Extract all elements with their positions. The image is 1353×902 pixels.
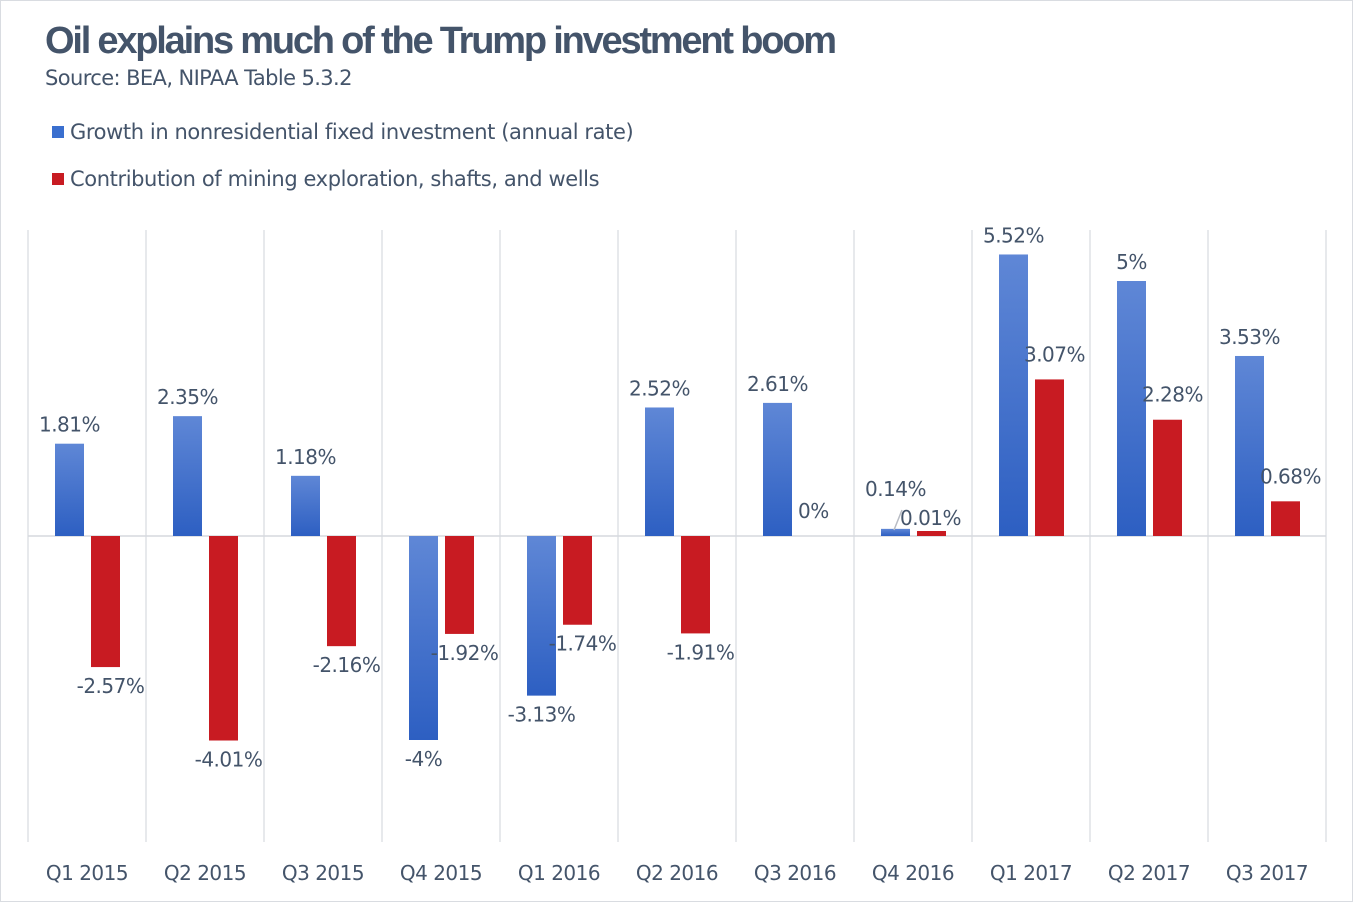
legend-swatch-red: [52, 173, 64, 185]
legend-label: Contribution of mining exploration, shaf…: [70, 167, 600, 191]
bar-growth: [173, 416, 202, 536]
bar-mining: [209, 536, 238, 741]
x-tick-label: Q2 2017: [1108, 861, 1190, 885]
data-label: -4%: [405, 747, 442, 771]
x-tick-label: Q4 2015: [400, 861, 482, 885]
x-tick-label: Q4 2016: [872, 861, 954, 885]
data-label: 2.61%: [747, 372, 808, 396]
bar-mining: [1153, 419, 1182, 536]
data-label: -4.01%: [195, 748, 263, 772]
data-label: -1.92%: [431, 641, 499, 665]
legend-swatch-blue: [52, 126, 64, 138]
data-label: -2.57%: [77, 674, 145, 698]
data-label: 0%: [798, 499, 829, 523]
bar-mining: [681, 536, 710, 634]
data-label: 0.68%: [1260, 464, 1321, 488]
data-label: 1.18%: [275, 445, 336, 469]
data-label: -3.13%: [508, 703, 576, 727]
leader-line: [893, 509, 903, 531]
x-tick-label: Q2 2016: [636, 861, 718, 885]
bar-mining: [563, 536, 592, 625]
data-label: 5.52%: [983, 223, 1044, 247]
data-label: 2.52%: [629, 376, 690, 400]
data-label: 3.53%: [1219, 325, 1280, 349]
bar-growth: [527, 536, 556, 696]
bar-mining: [445, 536, 474, 634]
data-label: -2.16%: [313, 653, 381, 677]
bar-mining: [1271, 501, 1300, 536]
bar-growth: [999, 254, 1028, 537]
bar-growth: [881, 528, 910, 536]
bar-mining: [917, 531, 946, 536]
legend-item-mining: Contribution of mining exploration, shaf…: [52, 167, 600, 191]
x-tick-label: Q1 2017: [990, 861, 1072, 885]
data-label: 0.14%: [865, 477, 926, 501]
bar-growth: [1117, 281, 1146, 536]
data-label: 2.35%: [157, 385, 218, 409]
data-label: 3.07%: [1024, 342, 1085, 366]
bar-growth: [291, 475, 320, 536]
x-tick-label: Q2 2015: [164, 861, 246, 885]
data-label: 5%: [1116, 250, 1147, 274]
bar-mining: [91, 536, 120, 668]
x-tick-label: Q3 2016: [754, 861, 836, 885]
chart-subtitle: Source: BEA, NIPAA Table 5.3.2: [45, 66, 353, 90]
bar-growth: [1235, 355, 1264, 536]
bar-growth: [763, 402, 792, 536]
bar-growth: [409, 536, 438, 740]
bar-growth: [645, 407, 674, 536]
bar-growth: [55, 443, 84, 536]
data-label: -1.74%: [549, 632, 617, 656]
x-tick-label: Q1 2016: [518, 861, 600, 885]
legend-item-growth: Growth in nonresidential fixed investmen…: [52, 120, 634, 144]
data-label: 1.81%: [39, 413, 100, 437]
bar-mining: [327, 536, 356, 647]
legend-label: Growth in nonresidential fixed investmen…: [70, 120, 634, 144]
chart-title: Oil explains much of the Trump investmen…: [45, 20, 837, 62]
x-tick-label: Q3 2017: [1226, 861, 1308, 885]
data-label: 2.28%: [1142, 383, 1203, 407]
data-label: -1.91%: [667, 640, 735, 664]
x-tick-label: Q1 2015: [46, 861, 128, 885]
x-tick-label: Q3 2015: [282, 861, 364, 885]
data-label: 0.01%: [900, 506, 961, 530]
bar-mining: [1035, 379, 1064, 536]
